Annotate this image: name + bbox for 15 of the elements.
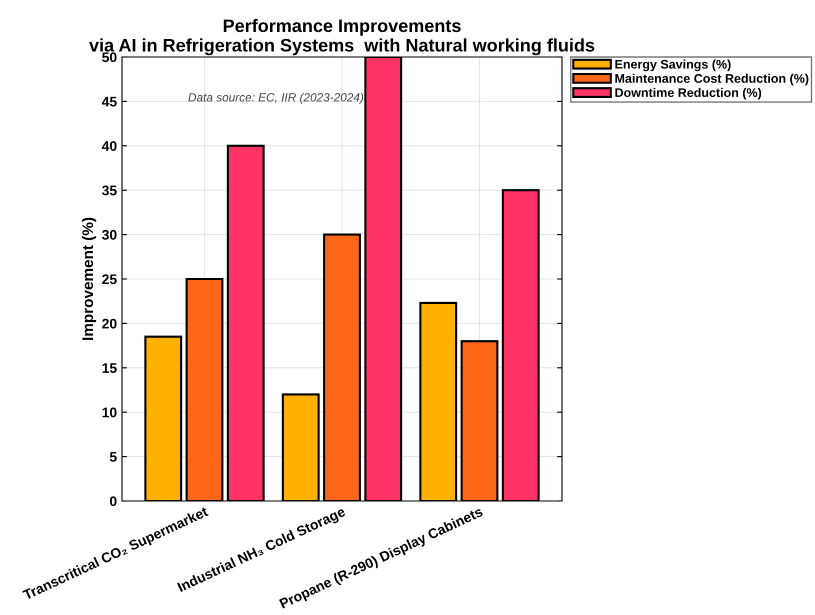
y-tick-label: 5 — [110, 452, 117, 462]
y-tick-label: 40 — [102, 141, 117, 151]
y-tick-label: 25 — [102, 274, 117, 284]
y-axis-title: Improvement (%) — [82, 218, 96, 340]
y-tick-label: 30 — [102, 230, 117, 240]
annotation: Data source: EC, IIR (2023-2024) — [188, 92, 364, 104]
legend-label: Energy Savings (%) — [615, 60, 731, 72]
y-tick-label: 45 — [102, 96, 117, 107]
legend-label: Downtime Reduction (%) — [615, 88, 762, 100]
legend-label: Maintenance Cost Reduction (%) — [615, 74, 808, 86]
y-tick-label: 35 — [102, 186, 117, 196]
y-tick-label: 15 — [102, 363, 117, 373]
y-tick-label: 20 — [102, 318, 117, 329]
y-tick-label: 10 — [102, 408, 117, 418]
y-tick-label: 0 — [110, 496, 117, 506]
